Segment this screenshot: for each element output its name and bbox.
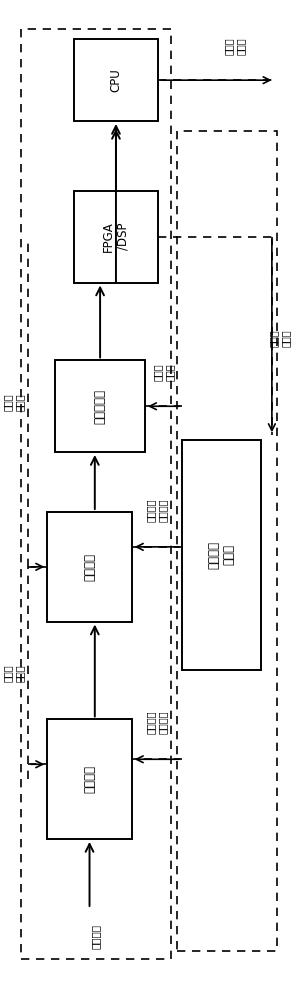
Bar xyxy=(177,131,277,951)
Text: 模数转换器: 模数转换器 xyxy=(94,389,107,424)
Bar xyxy=(74,191,158,283)
Bar xyxy=(74,39,158,121)
Bar xyxy=(55,360,145,452)
Bar xyxy=(47,719,132,839)
Bar xyxy=(21,29,171,959)
Text: 通道控
制指令: 通道控 制指令 xyxy=(3,664,24,682)
Text: 本振频率
控制指令: 本振频率 控制指令 xyxy=(146,711,168,734)
Bar xyxy=(47,512,132,622)
Text: 射频通道: 射频通道 xyxy=(83,765,96,793)
Text: 频率控
制指令: 频率控 制指令 xyxy=(224,38,246,55)
Text: CPU: CPU xyxy=(110,68,122,92)
Text: 输入信号: 输入信号 xyxy=(91,924,101,949)
Text: 中频通道: 中频通道 xyxy=(83,553,96,581)
Text: 通道控
制指令: 通道控 制指令 xyxy=(3,393,24,411)
Bar xyxy=(182,440,261,670)
Text: 频率控
制指令: 频率控 制指令 xyxy=(153,364,174,381)
Text: 频率通道
控制指令: 频率通道 控制指令 xyxy=(146,498,168,522)
Text: 通道增益
控制器: 通道增益 控制器 xyxy=(208,541,236,569)
Text: FPGA
/DSP: FPGA /DSP xyxy=(102,221,130,252)
Text: 频率控
制指令: 频率控 制指令 xyxy=(269,330,291,347)
